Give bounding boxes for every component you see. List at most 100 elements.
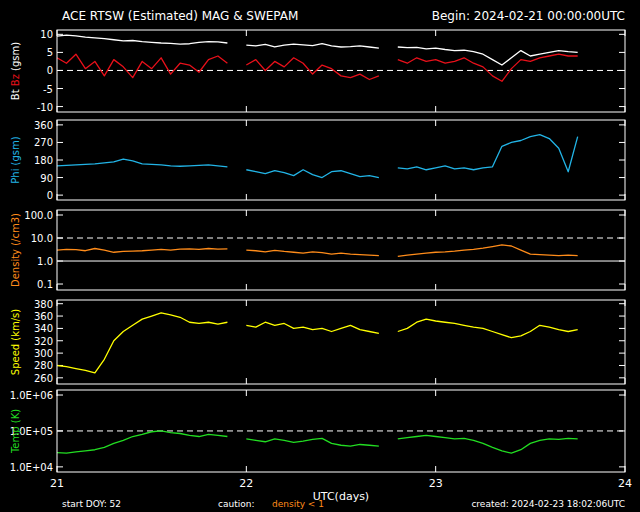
begin-time: Begin: 2024-02-21 00:00:00UTC [432,9,625,23]
series-name: Speed [10,341,21,376]
x-tick [435,300,436,306]
y-tick-label: 360 [34,120,53,131]
y-tick [57,52,63,53]
y-tick [57,106,63,107]
x-tick-label: 22 [239,477,253,490]
series-line [57,35,578,65]
y-tick [619,466,625,467]
y-tick-label: 300 [34,348,53,359]
y-unit: (km/s) [10,309,21,341]
y-tick-label: -10 [37,102,53,113]
footer-caution-note: density < 1 [272,499,324,509]
x-tick [246,300,247,306]
x-tick [435,390,436,396]
plot-area [57,238,625,261]
y-tick [57,124,63,125]
y-axis-label: Density (/cm3) [10,213,21,287]
series-name: Phi [10,165,21,183]
y-tick [57,316,63,317]
y-tick [57,377,63,378]
x-tick [435,120,436,126]
frame [57,210,625,290]
footer-caution: caution: [218,499,254,509]
y-tick [619,215,625,216]
chart-root: ACE RTSW (Estimated) MAG & SWEPAM Begin: … [0,0,640,512]
series-name: Bz [10,71,21,86]
y-tick [619,377,625,378]
y-tick [57,177,63,178]
x-tick [435,194,436,200]
y-tick-label: 90 [40,173,53,184]
panel: 1.0E+041.0E+051.0E+0621222324Temp (K) [10,390,632,490]
y-tick-label: 0 [47,65,53,76]
y-tick [619,195,625,196]
y-tick [57,284,63,285]
y-tick-label: 100.0 [24,210,53,221]
x-tick [435,210,436,216]
y-tick [619,284,625,285]
y-tick-label: 1.0E+06 [10,390,53,401]
y-tick [57,395,63,396]
y-tick-label: 360 [34,311,53,322]
panel: 260280300320340360380Speed (km/s) [10,299,625,384]
background [0,0,640,512]
frame [57,30,625,112]
x-tick-label: 23 [429,477,443,490]
footer-start: start DOY: 52 [62,499,121,509]
y-tick [57,353,63,354]
x-tick [435,30,436,36]
x-tick [246,378,247,384]
y-tick [57,142,63,143]
y-tick [57,160,63,161]
y-tick-label: 1.0 [37,256,53,267]
panel: -10 -5 0 5 10 Bt Bz (gsm) [10,29,625,112]
series-line [57,431,578,453]
y-tick-label: 5 [47,47,53,58]
y-tick [57,328,63,329]
y-tick-label: 0 [47,190,53,201]
y-tick-label: 260 [34,373,53,384]
y-tick-label: 280 [34,360,53,371]
x-tick-label: 24 [618,477,632,490]
y-tick-label: 10 [40,29,53,40]
reference-line [57,261,625,262]
y-tick [619,303,625,304]
y-tick [619,142,625,143]
series-line [57,135,578,178]
plot-area [57,313,578,373]
plot-area [57,431,625,453]
x-tick [246,284,247,290]
y-tick [57,195,63,196]
y-tick [619,177,625,178]
y-tick [619,395,625,396]
y-tick [619,316,625,317]
x-tick [435,284,436,290]
y-tick-label: 180 [34,155,53,166]
plot-area [57,35,625,81]
x-tick [435,378,436,384]
series-name: Bt [10,86,21,100]
y-tick-label: 0.1 [37,279,53,290]
reference-line [57,70,625,71]
y-tick [57,34,63,35]
y-tick [619,353,625,354]
x-tick [435,106,436,112]
y-tick [619,106,625,107]
plot-area [57,135,578,178]
y-unit: (K) [10,409,21,423]
y-tick [619,160,625,161]
y-axis-label: Speed (km/s) [10,309,21,376]
y-tick-label: 10.0 [31,233,53,244]
title: ACE RTSW (Estimated) MAG & SWEPAM [62,9,298,23]
y-tick [619,365,625,366]
x-tick [246,30,247,36]
reference-line [57,430,625,431]
y-tick-label: -5 [43,84,53,95]
y-tick [619,328,625,329]
y-tick [619,34,625,35]
y-axis-label: Phi (gsm) [10,136,21,184]
y-axis-label: Bt Bz (gsm) [10,42,21,100]
y-tick [57,303,63,304]
x-tick [246,210,247,216]
x-tick [246,106,247,112]
